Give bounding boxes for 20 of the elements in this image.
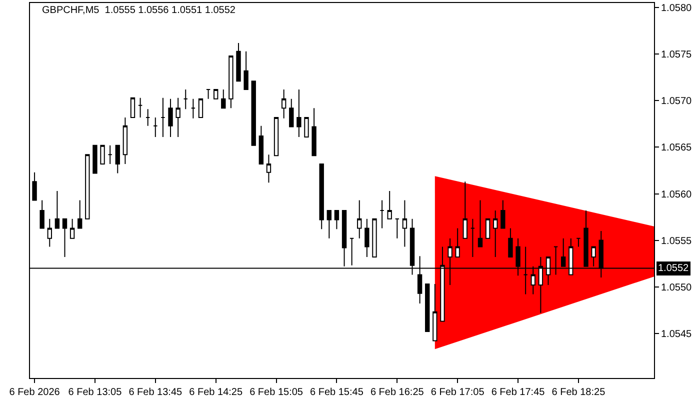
- y-tick-label: 1.0545: [661, 328, 692, 340]
- x-tick-label: 6 Feb 17:45: [491, 387, 546, 398]
- y-tick-label: 1.0550: [661, 282, 692, 294]
- y-tick-label: 1.0575: [661, 50, 692, 61]
- y-tick-label: 1.0560: [661, 189, 692, 200]
- x-tick-label: 6 Feb 14:25: [189, 387, 243, 398]
- x-tick-label: 6 Feb 15:45: [310, 387, 364, 398]
- y-tick-label: 1.0555: [661, 236, 692, 247]
- y-tick-label: 1.0570: [661, 96, 692, 108]
- chart-title: GBPCHF,M5 1.0555 1.0556 1.0551 1.0552: [42, 5, 236, 16]
- x-tick-label: 6 Feb 13:05: [68, 387, 122, 398]
- x-tick-label: 6 Feb 15:05: [250, 387, 304, 398]
- x-tick-label: 6 Feb 18:25: [552, 387, 606, 398]
- y-tick-label: 1.0565: [661, 142, 692, 154]
- x-tick-label: 6 Feb 16:25: [370, 387, 424, 398]
- x-tick-label: 6 Feb 2026: [9, 387, 60, 398]
- ref-line-label: 1.0552: [658, 263, 690, 274]
- x-tick-label: 6 Feb 17:05: [430, 387, 485, 398]
- x-tick-label: 6 Feb 13:45: [128, 387, 183, 398]
- y-tick-label: 1.0580: [661, 3, 692, 14]
